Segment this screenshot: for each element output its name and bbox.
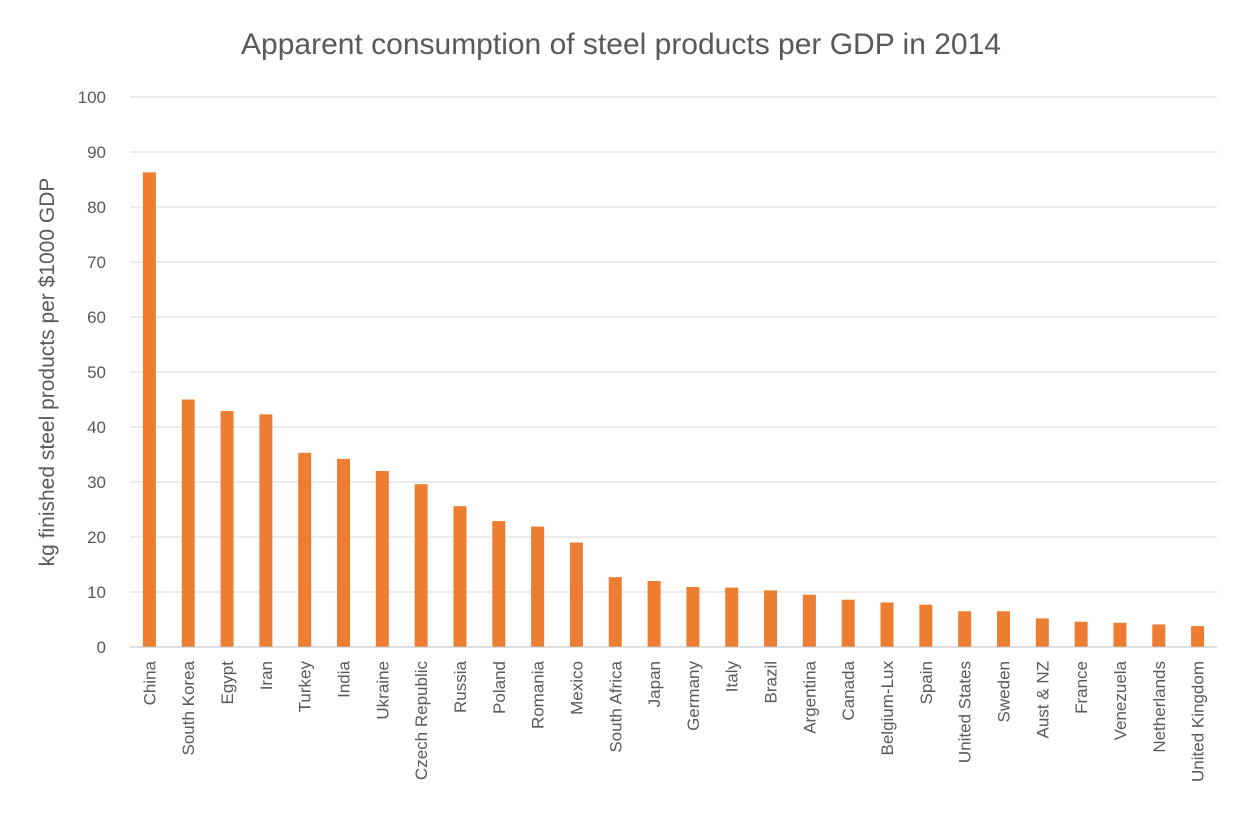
bar xyxy=(414,484,428,647)
category-label: Iran xyxy=(257,661,276,690)
category-label: Netherlands xyxy=(1150,661,1169,753)
bars xyxy=(142,172,1205,647)
category-label: Poland xyxy=(490,661,509,714)
category-label: Turkey xyxy=(296,661,315,713)
bar xyxy=(1035,618,1049,647)
bar xyxy=(259,414,273,647)
y-axis-ticks: 0 10 20 30 40 50 60 70 80 90 100 xyxy=(78,88,106,657)
bar xyxy=(142,172,156,647)
category-label: Brazil xyxy=(762,661,781,704)
bar xyxy=(569,542,583,647)
bar xyxy=(725,587,739,647)
y-tick-label: 20 xyxy=(87,528,106,547)
y-tick-label: 40 xyxy=(87,418,106,437)
bar xyxy=(608,577,622,647)
y-tick-label: 0 xyxy=(97,638,106,657)
bar xyxy=(298,452,312,647)
category-label: Germany xyxy=(684,661,703,731)
bar xyxy=(1074,621,1088,647)
y-tick-label: 80 xyxy=(87,198,106,217)
bar xyxy=(492,521,506,647)
bar xyxy=(220,411,234,647)
gridlines xyxy=(130,96,1217,593)
bar xyxy=(919,604,933,647)
category-label: France xyxy=(1072,661,1091,714)
bar xyxy=(1152,624,1166,647)
bar xyxy=(375,471,389,647)
bar xyxy=(996,611,1010,647)
x-axis-categories: China South Korea Egypt Iran Turkey India Ukra… xyxy=(140,660,1207,782)
y-tick-label: 10 xyxy=(87,583,106,602)
category-label: Canada xyxy=(839,660,858,720)
category-label: Czech Republic xyxy=(412,661,431,781)
category-label: Aust & NZ xyxy=(1033,661,1052,738)
bar xyxy=(880,602,894,647)
category-label: Italy xyxy=(723,661,742,693)
category-label: Venezuela xyxy=(1111,660,1130,740)
y-tick-label: 30 xyxy=(87,473,106,492)
category-label: Mexico xyxy=(567,661,586,715)
bar xyxy=(686,587,700,647)
category-label: United Kingdom xyxy=(1189,661,1208,782)
y-tick-label: 70 xyxy=(87,253,106,272)
bar xyxy=(453,506,467,647)
y-tick-label: 50 xyxy=(87,363,106,382)
category-label: United States xyxy=(956,661,975,763)
category-label: Japan xyxy=(645,661,664,707)
category-label: Russia xyxy=(451,660,470,713)
category-label: Spain xyxy=(917,661,936,704)
chart-title: Apparent consumption of steel products p… xyxy=(241,28,1001,61)
category-label: South Africa xyxy=(606,660,625,752)
bar xyxy=(181,399,195,647)
bar xyxy=(841,599,855,647)
bar xyxy=(647,581,661,647)
y-tick-label: 60 xyxy=(87,308,106,327)
bar xyxy=(958,611,972,647)
category-label: China xyxy=(140,660,159,705)
category-label: India xyxy=(335,660,354,697)
y-tick-label: 90 xyxy=(87,143,106,162)
category-label: Egypt xyxy=(218,661,237,705)
y-axis-label: kg finished steel products per $1000 GDP xyxy=(36,178,59,567)
bar xyxy=(802,594,816,647)
category-label: Ukraine xyxy=(373,661,392,720)
category-label: South Korea xyxy=(179,660,198,755)
y-tick-label: 100 xyxy=(78,88,106,107)
category-label: Argentina xyxy=(800,660,819,733)
bar xyxy=(531,526,545,647)
category-label: Sweden xyxy=(994,661,1013,722)
bar xyxy=(1113,622,1127,647)
bar xyxy=(1191,626,1205,647)
bar xyxy=(764,590,778,647)
category-label: Belgium-Lux xyxy=(878,661,897,756)
category-label: Romania xyxy=(529,660,548,729)
bar xyxy=(337,458,351,647)
